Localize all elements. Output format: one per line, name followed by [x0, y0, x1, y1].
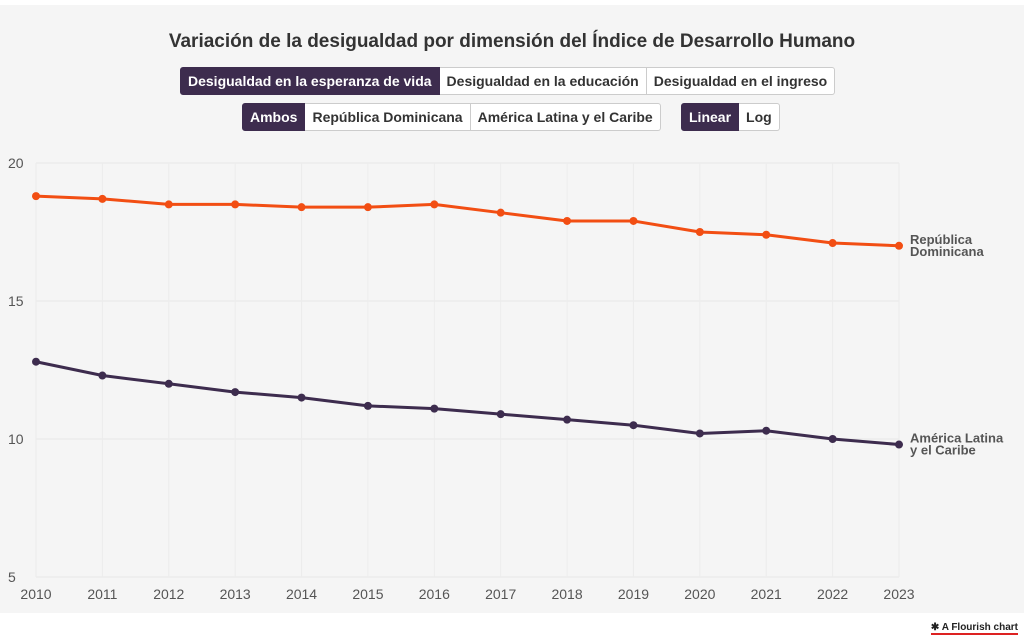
- data-point: [629, 216, 638, 225]
- x-tick-label: 2020: [684, 586, 715, 602]
- data-point: [496, 410, 505, 419]
- data-point: [895, 440, 903, 449]
- tab-both[interactable]: Ambos: [242, 103, 306, 131]
- data-point: [164, 200, 173, 209]
- x-tick-label: 2018: [551, 586, 582, 602]
- data-point: [430, 404, 439, 413]
- tab-education[interactable]: Desigualdad en la educación: [439, 67, 647, 95]
- tab-income[interactable]: Desigualdad en el ingreso: [646, 67, 836, 95]
- dimension-tabs: Desigualdad en la esperanza de vida Desi…: [180, 67, 836, 95]
- x-tick-label: 2012: [153, 586, 184, 602]
- data-point: [231, 388, 240, 397]
- data-point: [297, 203, 306, 212]
- x-tick-label: 2021: [751, 586, 782, 602]
- data-point: [563, 216, 572, 225]
- x-tick-label: 2016: [419, 586, 450, 602]
- tab-dominican-republic[interactable]: República Dominicana: [305, 103, 471, 131]
- chart-title: Variación de la desigualdad por dimensió…: [168, 31, 856, 52]
- data-point: [363, 401, 372, 410]
- series-label: y el Caribe: [910, 443, 976, 458]
- data-point: [98, 371, 107, 380]
- x-tick-label: 2019: [618, 586, 649, 602]
- tab-log[interactable]: Log: [739, 103, 780, 131]
- data-point: [895, 241, 903, 250]
- series-label: República: [910, 232, 973, 247]
- data-point: [231, 200, 240, 209]
- data-point: [297, 393, 306, 402]
- data-point: [363, 203, 372, 212]
- data-point: [32, 192, 40, 201]
- tab-latin-america[interactable]: América Latina y el Caribe: [470, 103, 661, 131]
- tab-linear[interactable]: Linear: [681, 103, 740, 131]
- x-tick-label: 2023: [883, 586, 914, 602]
- y-tick-label: 20: [8, 155, 24, 171]
- data-point: [828, 239, 837, 248]
- data-point: [828, 435, 837, 443]
- series-line-1: [35, 360, 900, 447]
- tab-life-expectancy[interactable]: Desigualdad en la esperanza de vida: [180, 67, 440, 95]
- series-label: América Latina: [910, 431, 1004, 446]
- series-line-0: [35, 194, 900, 248]
- data-point: [32, 357, 40, 366]
- x-tick-label: 2014: [286, 586, 317, 602]
- data-point: [762, 230, 771, 239]
- data-point: [563, 415, 572, 424]
- series-label: Dominicana: [910, 244, 984, 259]
- data-point: [98, 194, 107, 203]
- scale-tabs: Linear Log: [681, 103, 780, 131]
- y-tick-label: 10: [8, 431, 24, 447]
- data-point: [695, 228, 704, 236]
- data-point: [695, 429, 704, 438]
- y-tick-label: 15: [8, 293, 24, 309]
- data-point: [496, 208, 505, 217]
- flourish-asterisk-icon: ✱: [930, 622, 942, 633]
- data-point: [164, 379, 173, 388]
- x-tick-label: 2013: [220, 586, 251, 602]
- data-point: [762, 426, 771, 435]
- x-tick-label: 2022: [817, 586, 848, 602]
- flourish-credit[interactable]: ✱ A Flourish chart: [930, 622, 1018, 635]
- x-tick-label: 2010: [20, 586, 51, 602]
- region-tabs: Ambos República Dominicana América Latin…: [242, 103, 661, 131]
- y-tick-label: 5: [8, 569, 16, 585]
- x-tick-label: 2017: [485, 586, 516, 602]
- data-point: [430, 200, 439, 209]
- data-point: [629, 421, 638, 430]
- x-tick-label: 2011: [87, 586, 117, 602]
- x-tick-label: 2015: [352, 586, 383, 602]
